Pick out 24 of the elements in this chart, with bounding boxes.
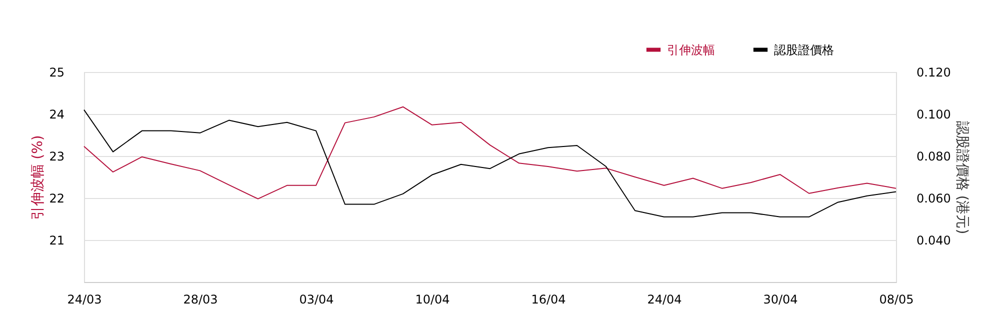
x-tick-label: 16/04 [531,292,566,306]
y2-tick-label: 0.060 [916,192,951,206]
y-axis-title: 引伸波幅 (%) [30,135,46,220]
y2-tick-label: 0.040 [916,234,951,248]
x-tick-label: 24/04 [647,292,682,306]
x-tick-label: 28/03 [183,292,218,306]
legend-label: 引伸波幅 [667,42,715,57]
x-tick-label: 08/05 [879,292,914,306]
y-tick-label: 21 [49,234,64,248]
y2-tick-label: 0.100 [916,108,951,122]
y-tick-label: 22 [49,192,64,206]
y-tick-label: 23 [49,150,64,164]
line-series [84,109,896,218]
legend-label: 認股證價格 [774,42,834,57]
x-tick-label: 10/04 [415,292,450,306]
y2-tick-label: 0.120 [916,66,951,80]
line-series [84,106,896,200]
y-tick-label: 24 [49,108,64,122]
y-tick-label: 25 [49,66,64,80]
x-tick-label: 03/04 [299,292,334,306]
x-tick-label: 30/04 [763,292,798,306]
y2-tick-label: 0.080 [916,150,951,164]
x-tick-label: 24/03 [67,292,102,306]
y2-axis-title: 認股證價格 (港元) [954,120,970,234]
